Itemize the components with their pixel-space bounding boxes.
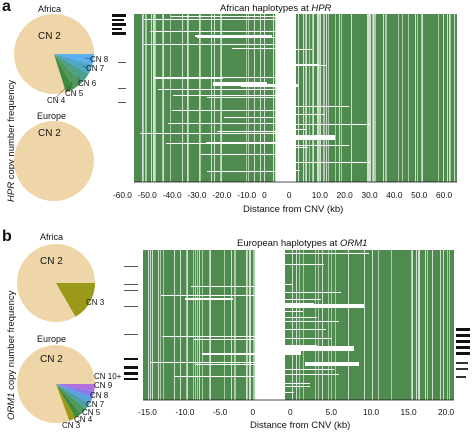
pie-b-africa-slice-cn2 — [17, 244, 95, 323]
panel-a-tick-label: 30.0 — [361, 190, 378, 200]
panel-a-africa-label: Africa — [38, 4, 62, 14]
pie-a-africa — [14, 13, 95, 94]
panel-b-tick-label: 0 — [250, 407, 256, 417]
pie-a-africa-slice-cn2 — [14, 13, 95, 94]
panel-b-ylabel-gene: ORM1 — [6, 392, 17, 420]
pie-b-europe-slice-cn5 — [56, 384, 86, 414]
panel-b-tick-label: -15.0 — [138, 407, 157, 417]
panel-a-tick-label: 40.0 — [386, 190, 403, 200]
panel-b-axis — [143, 399, 454, 401]
pie-b-europe-slice-cn3 — [56, 384, 76, 421]
pie-b-europe-label-cn5: CN 5 — [82, 408, 101, 417]
panel-a-tick-label: -50.0 — [137, 190, 157, 200]
panel-a-side-legend — [112, 14, 126, 103]
panel-a-tick-label: -10.0 — [237, 190, 257, 200]
pie-a-africa-label-cn4: CN 4 — [47, 96, 66, 105]
panel-b-africa-label: Africa — [40, 232, 64, 242]
panel-b-ylabel: ORM1 copy number frequency — [6, 291, 17, 420]
panel-a-tick-label: -20.0 — [212, 190, 232, 200]
panel-a-haplotype-heatmap — [134, 14, 457, 182]
pie-b-europe-label-cn7: CN 7 — [86, 400, 105, 409]
panel-b-heatmap-title: European haplotypes at ORM1 — [237, 238, 368, 249]
panel-b-haplotype-heatmap — [143, 250, 454, 400]
pie-b-europe-label-cn10: CN 10+ — [94, 372, 122, 381]
pie-b-europe-slice-cn9 — [56, 384, 95, 398]
pie-a-africa-leaders — [54, 57, 93, 99]
pie-a-africa-label-cn5: CN 5 — [65, 89, 84, 98]
pie-b-europe-slice-cn7 — [56, 384, 90, 409]
pie-b-europe-slice-cn2 — [17, 345, 95, 424]
panel-a-xlabel: Distance from CNV (kb) — [243, 204, 344, 215]
pie-b-europe-slice-cn4 — [56, 384, 81, 418]
pie-b-europe-cn2-label: CN 2 — [40, 354, 63, 365]
panel-b-tick-label: 5.0 — [325, 407, 338, 417]
panel-a-tick-label: 20.0 — [336, 190, 353, 200]
pie-b-africa-cn2-label: CN 2 — [40, 256, 63, 267]
pie-b-europe-label-cn9: CN 9 — [94, 381, 113, 390]
pie-a-africa-slice-cn7 — [54, 54, 93, 74]
pie-a-europe — [14, 121, 94, 201]
pie-b-africa — [17, 244, 96, 323]
panel-a-tick-label: -40.0 — [162, 190, 182, 200]
panel-b-side-legend-right — [456, 328, 470, 378]
panel-b-tick-label: 20.0 — [438, 407, 455, 417]
panel-a-axis — [134, 181, 457, 183]
panel-a-tick-label: 60.0 — [436, 190, 453, 200]
panel-a-tick-label: -60.0 — [113, 190, 132, 200]
pie-a-africa-slice-cn5 — [54, 54, 83, 89]
pie-a-africa-slice-cn6 — [54, 54, 89, 83]
pie-a-europe-slice-cn2 — [14, 121, 94, 201]
panel-a-tick-label: 0 — [262, 190, 267, 200]
panel-b-letter: b — [2, 228, 12, 245]
pie-a-africa-label-cn6: CN 6 — [78, 79, 97, 88]
panel-a-tick-label: -30.0 — [187, 190, 207, 200]
panel-a-tick-label: 50.0 — [411, 190, 428, 200]
panel-a-heatmap-title: African haplotypes at HPR — [220, 3, 332, 14]
panel-b-xlabel: Distance from CNV (kb) — [250, 420, 351, 431]
panel-b-tick-label: 15.0 — [400, 407, 417, 417]
panel-a-tick-label: 10.0 — [311, 190, 328, 200]
pie-b-africa-slice-cn3 — [56, 283, 96, 317]
pie-b-europe-label-cn8: CN 8 — [90, 391, 109, 400]
panel-b-europe-label: Europe — [37, 334, 67, 344]
pie-b-africa-label-cn3: CN 3 — [86, 298, 105, 307]
pie-b-europe-label-cn4: CN 4 — [74, 415, 93, 424]
pie-a-africa-slice-cn4 — [54, 54, 74, 93]
panel-a-letter: a — [2, 0, 11, 15]
pie-a-africa-cn2-label: CN 2 — [38, 31, 61, 42]
pie-b-europe-label-cn3: CN 3 — [62, 421, 81, 430]
pie-a-africa-slice-cn8 — [54, 54, 94, 65]
panel-b-tick-label: -5.0 — [213, 407, 228, 417]
pie-b-europe — [17, 345, 95, 424]
pie-b-europe-slice-cn8 — [56, 384, 93, 404]
panel-b-ylabel-text: copy number frequency — [6, 290, 17, 393]
pie-a-europe-cn2-label: CN 2 — [38, 128, 61, 139]
panel-b-side-legend-left — [124, 266, 138, 380]
panel-a-europe-label: Europe — [37, 111, 67, 121]
pie-b-europe-slice-cn10plus — [56, 384, 95, 392]
panel-b-tick-label: -10.0 — [175, 407, 195, 417]
panel-b-tick-label: 0 — [288, 407, 293, 417]
pie-a-africa-label-cn8: CN 8 — [90, 55, 109, 64]
pie-a-africa-label-cn7: CN 7 — [86, 64, 105, 73]
panel-b-tick-label: 10.0 — [363, 407, 380, 417]
panel-a-tick-label: 0 — [286, 190, 292, 200]
